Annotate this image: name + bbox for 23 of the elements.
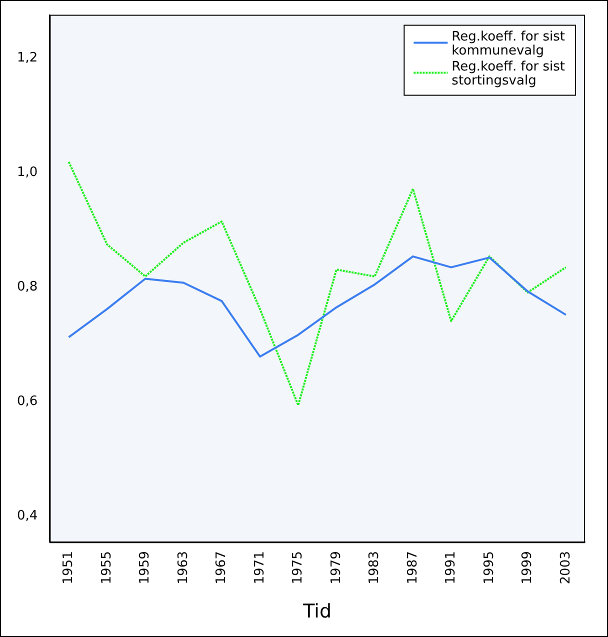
x-tick-label: 1999 bbox=[520, 551, 536, 584]
x-tick-label: 1983 bbox=[367, 551, 382, 584]
x-tick-label: 1959 bbox=[138, 551, 153, 584]
x-tick-label: 2003 bbox=[558, 551, 574, 584]
y-tick-label: 0,8 bbox=[16, 280, 38, 295]
x-tick-label: 1979 bbox=[328, 551, 344, 584]
x-tick-label: 1971 bbox=[252, 551, 268, 584]
x-tick-label: 1975 bbox=[290, 551, 306, 584]
x-axis-title: Tid bbox=[302, 600, 332, 623]
y-tick-label: 0,6 bbox=[16, 394, 38, 410]
legend-label: Reg.koeff. for sist kommunevalg bbox=[452, 30, 566, 59]
x-tick-label: 1955 bbox=[99, 551, 114, 584]
y-tick-label: 1,0 bbox=[16, 165, 38, 180]
legend-label: Reg.koeff. for sist stortingsvalg bbox=[452, 60, 566, 89]
y-tick-label: 1,2 bbox=[16, 50, 38, 66]
x-tick-label: 1995 bbox=[482, 551, 497, 584]
line-series bbox=[68, 160, 567, 406]
x-tick-label: 1951 bbox=[61, 551, 76, 584]
x-tick-label: 1991 bbox=[444, 551, 459, 584]
x-tick-label: 1963 bbox=[176, 551, 191, 584]
x-tick-label: 1987 bbox=[405, 551, 420, 584]
x-tick-label: 1967 bbox=[214, 551, 230, 584]
y-tick-label: 0,4 bbox=[16, 508, 38, 524]
